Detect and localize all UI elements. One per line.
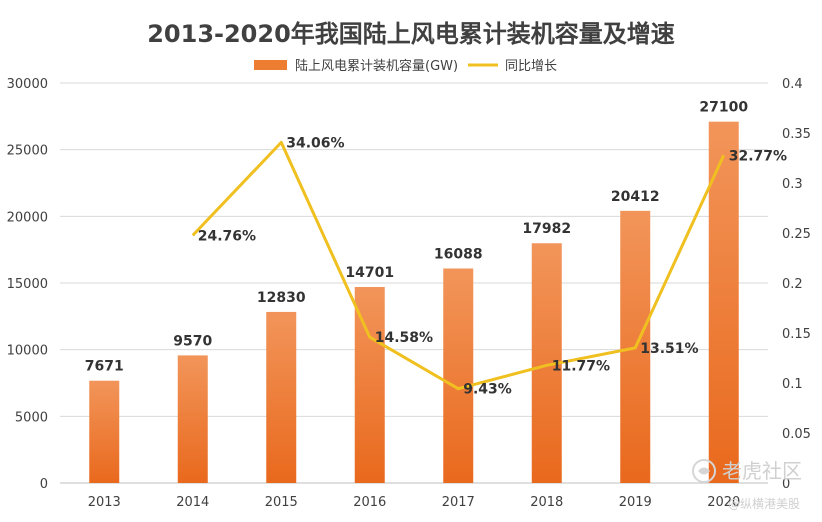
bar-2013 <box>89 380 120 483</box>
watermark: 老虎社区 @纵横港美股 <box>692 459 802 511</box>
bar-value-label: 16088 <box>434 246 483 262</box>
y-right-tick-label: 0.2 <box>782 277 803 292</box>
bar-series <box>89 121 739 484</box>
y-left-tick-label: 25000 <box>7 144 48 159</box>
chart-legend: 陆上风电累计装机容量(GW) 同比增长 <box>254 58 557 74</box>
y-left-tick-label: 15000 <box>7 277 48 292</box>
x-tick-label: 2019 <box>619 495 652 510</box>
growth-value-label: 34.06% <box>286 135 344 151</box>
chart-title: 2013-2020年我国陆上风电累计装机容量及增速 <box>147 20 675 48</box>
growth-value-label: 11.77% <box>552 358 610 374</box>
bar-value-label: 9570 <box>173 333 212 349</box>
y-right-tick-label: 0.1 <box>782 377 803 392</box>
y-right-tick-label: 0.3 <box>782 177 803 192</box>
bar-2016 <box>354 286 385 483</box>
growth-value-label: 14.58% <box>375 330 433 346</box>
bar-2014 <box>177 355 208 483</box>
bar-2017 <box>443 268 474 483</box>
y-right-tick-label: 0.15 <box>782 327 811 342</box>
y-axis-left: 0 5000 10000 15000 20000 25000 30000 <box>7 77 48 492</box>
y-left-tick-label: 5000 <box>15 410 48 425</box>
y-axis-right: 0 0.05 0.1 0.15 0.2 0.25 0.3 0.35 0.4 <box>782 77 811 492</box>
y-right-tick-label: 0.4 <box>782 77 803 92</box>
bar-2015 <box>266 311 297 483</box>
grid-lines <box>60 82 768 484</box>
bar-value-label: 20412 <box>611 189 660 205</box>
bar-value-label: 17982 <box>522 221 571 237</box>
legend-label-capacity: 陆上风电累计装机容量(GW) <box>295 58 458 74</box>
x-tick-label: 2020 <box>707 495 740 510</box>
watermark-brand: 老虎社区 <box>722 459 802 483</box>
bar-value-label: 14701 <box>345 265 394 281</box>
bar-2020 <box>708 121 739 484</box>
y-left-tick-label: 10000 <box>7 344 48 359</box>
bar-value-label: 27100 <box>699 100 748 116</box>
x-axis: 2013 2014 2015 2016 2017 2018 2019 2020 <box>60 482 768 510</box>
bar-value-label: 7671 <box>85 359 124 375</box>
bar-value-label: 12830 <box>257 290 306 306</box>
y-right-tick-label: 0 <box>782 477 790 492</box>
x-tick-label: 2013 <box>88 495 121 510</box>
y-left-tick-label: 20000 <box>7 210 48 225</box>
line-series <box>191 140 726 391</box>
x-tick-label: 2017 <box>442 495 475 510</box>
y-left-tick-label: 0 <box>40 477 48 492</box>
growth-value-label: 13.51% <box>640 341 698 357</box>
y-left-tick-label: 30000 <box>7 77 48 92</box>
growth-value-label: 32.77% <box>729 148 787 164</box>
y-right-tick-label: 0.25 <box>782 227 811 242</box>
x-tick-label: 2015 <box>265 495 298 510</box>
legend-label-growth: 同比增长 <box>505 59 557 74</box>
y-right-tick-label: 0.35 <box>782 127 811 142</box>
legend-swatch-capacity <box>254 60 287 70</box>
data-labels: 7671 9570 12830 14701 16088 17982 20412 27100 24… <box>85 100 787 398</box>
y-right-tick-label: 0.05 <box>782 427 811 442</box>
watermark-handle: @纵横港美股 <box>728 497 800 511</box>
tiger-logo-icon <box>692 459 716 483</box>
x-tick-label: 2014 <box>176 495 209 510</box>
x-tick-label: 2018 <box>530 495 563 510</box>
x-tick-label: 2016 <box>353 495 386 510</box>
growth-value-label: 9.43% <box>463 382 512 398</box>
growth-value-label: 24.76% <box>198 228 256 244</box>
growth-line <box>191 140 726 391</box>
